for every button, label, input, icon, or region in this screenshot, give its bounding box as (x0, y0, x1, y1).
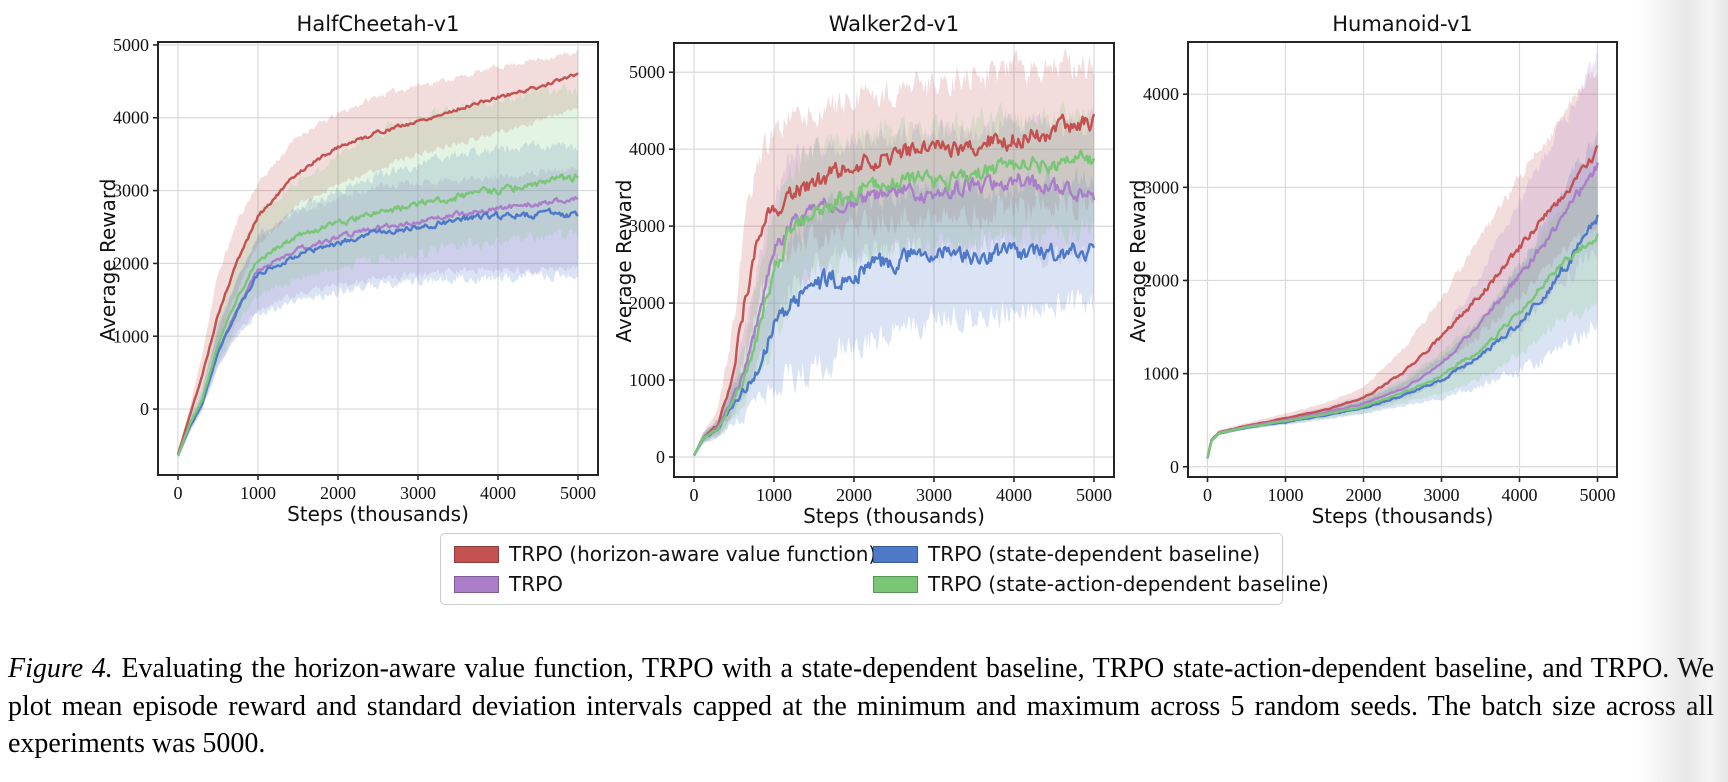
plot-legend: TRPO (horizon-aware value function) TRPO T… (440, 533, 1329, 605)
legend-color-patch (873, 575, 918, 593)
svg-text:5000: 5000 (1580, 485, 1616, 505)
svg-text:4000: 4000 (629, 139, 665, 159)
caption-label: Figure 4. (8, 653, 113, 684)
svg-text:5000: 5000 (560, 483, 596, 503)
svg-text:0: 0 (690, 485, 699, 505)
svg-text:3000: 3000 (113, 181, 149, 201)
svg-text:3000: 3000 (916, 485, 952, 505)
svg-text:1000: 1000 (1268, 485, 1304, 505)
svg-text:4000: 4000 (1143, 84, 1179, 104)
svg-text:2000: 2000 (629, 293, 665, 313)
svg-text:3000: 3000 (629, 216, 665, 236)
legend-label: TRPO (state-dependent baseline) (928, 542, 1261, 566)
svg-text:4000: 4000 (996, 485, 1032, 505)
yaxis-label-walker2d: Average Reward (612, 179, 636, 343)
legend-entry: TRPO (state-action-dependent baseline) (873, 572, 1329, 596)
legend-label: TRPO (509, 572, 563, 596)
svg-text:4000: 4000 (113, 108, 149, 128)
legend-label: TRPO (state-action-dependent baseline) (928, 572, 1329, 596)
chart-title-walker2d: Walker2d-v1 (828, 12, 960, 36)
svg-text:2000: 2000 (1143, 270, 1179, 290)
halfcheetah-plot: 0 1000 2000 3000 4000 5000 0 1000 2000 3000 4000 50… (113, 35, 599, 503)
chart-title-humanoid: Humanoid-v1 (1332, 12, 1473, 36)
svg-text:0: 0 (1203, 485, 1212, 505)
svg-text:4000: 4000 (480, 483, 516, 503)
xaxis-label-halfcheetah: Steps (thousands) (287, 502, 469, 526)
legend-label: TRPO (horizon-aware value function) (509, 542, 877, 566)
yaxis-label-halfcheetah: Average Reward (96, 178, 120, 341)
svg-text:1000: 1000 (240, 483, 276, 503)
xaxis-label-humanoid: Steps (thousands) (1311, 504, 1494, 528)
svg-text:5000: 5000 (629, 62, 665, 82)
svg-text:2000: 2000 (320, 483, 356, 503)
yaxis-label-humanoid: Average Reward (1126, 179, 1150, 342)
svg-text:4000: 4000 (1502, 485, 1538, 505)
legend-entry: TRPO (454, 572, 563, 596)
legend-color-patch (873, 545, 918, 563)
humanoid-plot: 0 1000 2000 3000 4000 5000 0 1000 2000 3000 4000 (1143, 41, 1618, 505)
svg-text:1000: 1000 (113, 326, 149, 346)
svg-text:2000: 2000 (1346, 485, 1382, 505)
svg-text:1000: 1000 (629, 370, 665, 390)
svg-text:3000: 3000 (1424, 485, 1460, 505)
svg-text:5000: 5000 (113, 35, 149, 55)
legend-entry: TRPO (state-dependent baseline) (873, 542, 1261, 566)
svg-text:0: 0 (656, 447, 665, 467)
chart-title-halfcheetah: HalfCheetah-v1 (296, 12, 460, 36)
svg-text:3000: 3000 (400, 483, 436, 503)
svg-text:3000: 3000 (1143, 177, 1179, 197)
caption-text: Evaluating the horizon-aware value funct… (8, 653, 1715, 759)
walker2d-plot: 0 1000 2000 3000 4000 5000 0 1000 2000 3000 4000 50… (629, 42, 1115, 505)
svg-text:1000: 1000 (1143, 364, 1179, 384)
xaxis-label-walker2d: Steps (thousands) (803, 504, 985, 528)
legend-color-patch (454, 575, 499, 593)
svg-text:0: 0 (1170, 457, 1179, 477)
svg-text:5000: 5000 (1076, 485, 1112, 505)
figure-caption: Figure 4. Evaluating the horizon-aware v… (8, 650, 1714, 763)
legend-color-patch (454, 545, 499, 563)
svg-text:0: 0 (174, 483, 183, 503)
legend-entry: TRPO (horizon-aware value function) (454, 542, 877, 566)
svg-text:2000: 2000 (836, 485, 872, 505)
svg-text:0: 0 (140, 399, 149, 419)
svg-text:1000: 1000 (756, 485, 792, 505)
svg-text:2000: 2000 (113, 253, 149, 273)
